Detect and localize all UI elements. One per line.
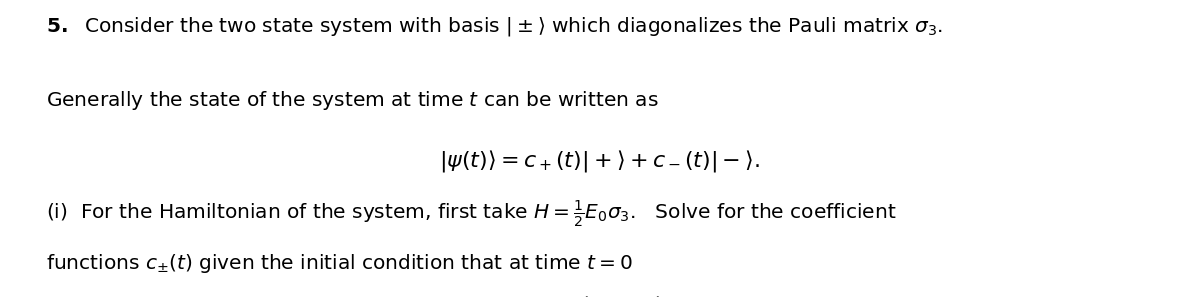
- Text: (i)  For the Hamiltonian of the system, first take $H = \frac{1}{2}E_0\sigma_3$.: (i) For the Hamiltonian of the system, f…: [46, 199, 896, 229]
- Text: $|\psi(0)\rangle = |-\rangle.$: $|\psi(0)\rangle = |-\rangle.$: [530, 294, 670, 297]
- Text: $\mathbf{5.}$  Consider the two state system with basis $|\pm\rangle$ which diag: $\mathbf{5.}$ Consider the two state sys…: [46, 15, 942, 38]
- Text: $|\psi(t)\rangle = c_+(t)|+\rangle + c_-(t)|-\rangle.$: $|\psi(t)\rangle = c_+(t)|+\rangle + c_-…: [439, 148, 761, 175]
- Text: Generally the state of the system at time $t$ can be written as: Generally the state of the system at tim…: [46, 89, 659, 112]
- Text: functions $c_{\pm}(t)$ given the initial condition that at time $t = 0$: functions $c_{\pm}(t)$ given the initial…: [46, 252, 632, 275]
